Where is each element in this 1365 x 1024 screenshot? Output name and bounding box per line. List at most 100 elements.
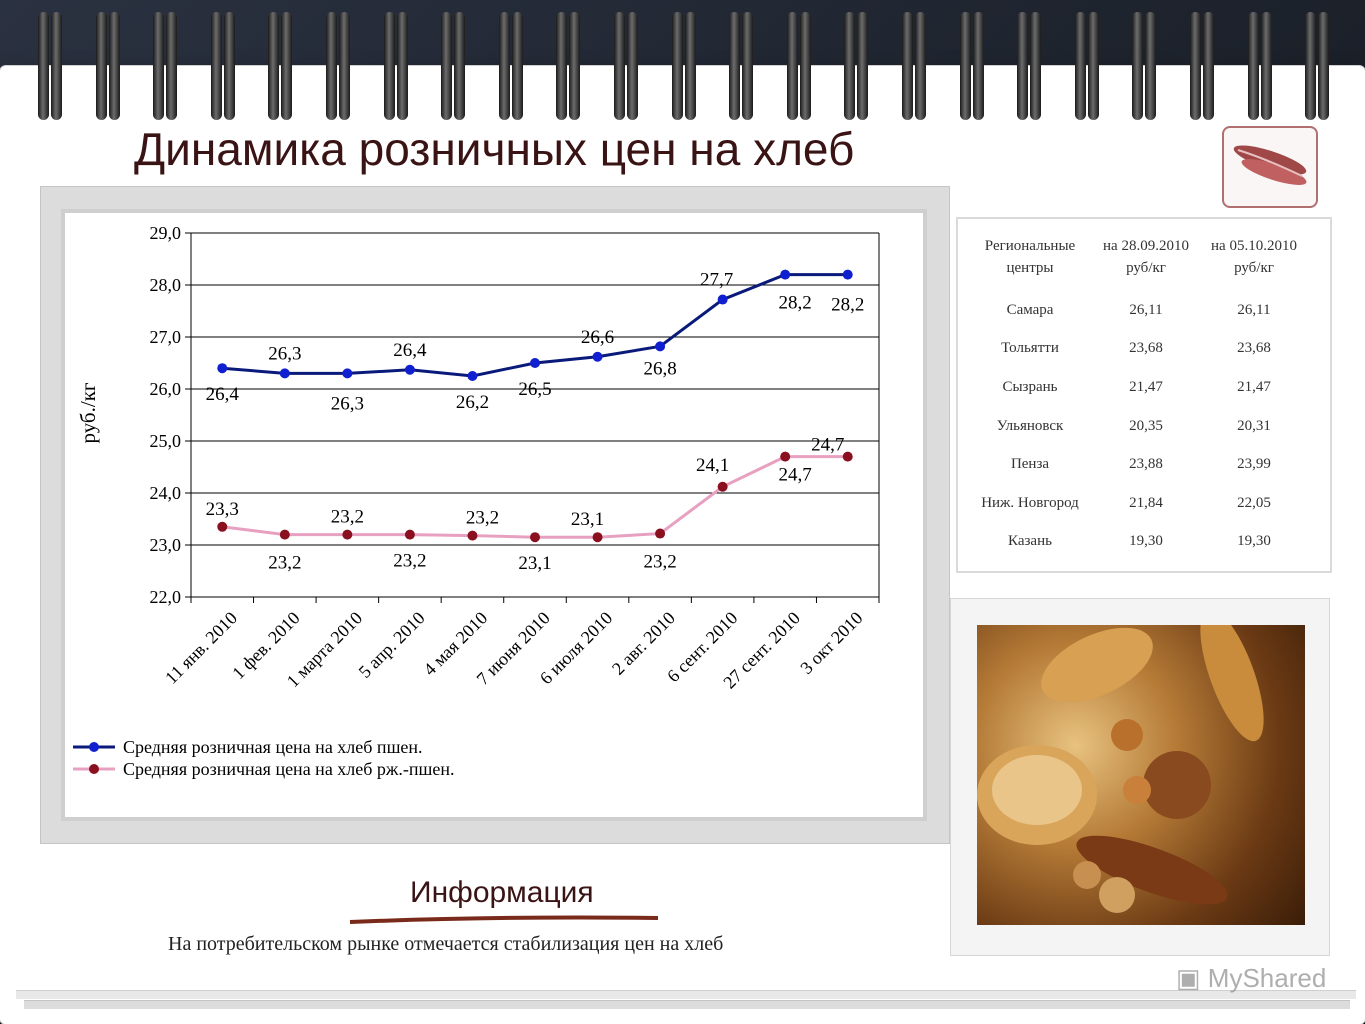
data-point [592,532,603,543]
data-point [592,351,603,362]
region-name: Пенза [1010,456,1050,473]
y-tick-label: 22,0 [150,587,182,607]
binder-ring [556,12,581,122]
binder-ring [498,12,523,122]
table-row: Ниж. Новгород 21,84 22,05 [968,484,1308,523]
price-cell: 22,05 [1237,494,1271,511]
region-name: Ниж. Новгород [981,494,1079,511]
legend-entry: Средняя розничная цена на хлеб пшен. [123,737,423,757]
data-label: 26,8 [643,358,676,379]
table-row: Казань 19,30 19,30 [968,523,1308,562]
data-point [404,529,415,540]
binder-ring [95,12,120,122]
legend-entry: Средняя розничная цена на хлеб рж.-пшен. [123,759,454,779]
table-row: Ульяновск 20,35 20,31 [968,407,1308,446]
price-cell: 23,88 [1129,456,1163,473]
price-cell: 20,35 [1129,417,1163,434]
y-tick-label: 27,0 [150,327,182,347]
data-label: 26,4 [393,340,427,361]
data-point [404,364,415,375]
watermark-text: MyShared [1207,963,1327,993]
x-tick-label: 3 окт 2010 [796,608,866,678]
data-point [342,529,353,540]
data-point [530,358,540,368]
chart-frame: 22,0 23,0 24,0 25,0 26,0 27,0 28,0 29,0 11 янв. … [40,186,950,844]
region-name: Ульяновск [996,417,1064,434]
header-date-2: на 05.10.2010 руб/кг [1211,238,1297,276]
series-line [222,455,848,539]
table-row: Пенза 23,88 23,99 [968,445,1308,484]
x-tick-label: 5 апр. 2010 [355,608,429,682]
binder-ring [786,12,811,122]
data-label: 23,3 [206,499,239,520]
data-label: 26,5 [518,379,551,400]
data-point [467,530,478,541]
region-name: Сызрань [1002,378,1058,395]
data-point [467,371,478,381]
data-point [842,451,853,462]
y-tick-label: 29,0 [150,223,182,243]
y-tick-label: 25,0 [150,431,182,451]
line-chart: 22,0 23,0 24,0 25,0 26,0 27,0 28,0 29,0 11 янв. … [73,223,880,779]
data-label: 23,1 [518,553,551,574]
data-point [717,294,728,305]
info-underline [348,912,660,924]
data-point [279,368,290,379]
price-cell: 19,30 [1129,533,1163,550]
binder-ring [38,12,62,122]
data-label: 28,2 [779,293,812,314]
data-label: 23,1 [571,509,604,530]
binder-ring [671,12,696,122]
data-label: 23,2 [268,553,301,574]
binder-ring [1305,12,1330,122]
header-date-1: на 28.09.2010 руб/кг [1103,238,1189,276]
price-cell: 23,99 [1237,456,1271,473]
data-label: 24,1 [696,455,729,476]
data-label: 26,6 [581,327,614,348]
bread-photo [977,625,1305,925]
table-row: Сызрань 21,47 21,47 [968,368,1308,407]
data-point [217,363,228,374]
data-point [279,529,290,540]
data-point [842,269,853,280]
bread-logo-icon [1222,126,1318,208]
watermark: ▣ MyShared [1176,963,1326,994]
data-label: 26,2 [456,392,489,413]
binder-ring [959,12,984,122]
binder-ring [1132,12,1157,122]
region-name: Казань [1008,533,1052,550]
x-tick-label: 11 янв. 2010 [161,608,241,688]
data-label: 23,2 [643,552,676,573]
table-row: Самара 26,11 26,11 [968,291,1308,330]
binder-ring [210,12,235,122]
page-edge [24,1000,1350,1009]
table-header-row: Региональные центры на 28.09.2010 руб/кг… [968,223,1308,291]
binder-ring [1190,12,1214,122]
data-point [530,532,540,543]
chart-area: 22,0 23,0 24,0 25,0 26,0 27,0 28,0 29,0 11 янв. … [61,209,927,821]
info-heading: Информация [410,876,594,909]
data-point [780,269,791,280]
binder-ring [729,12,754,122]
data-label: 26,3 [268,343,301,364]
binder-ring [441,12,466,122]
y-tick-label: 26,0 [150,379,182,399]
y-tick-label: 23,0 [150,535,182,555]
price-cell: 26,11 [1129,301,1163,318]
data-label: 24,7 [779,465,812,486]
data-label: 27,7 [700,270,733,291]
data-label: 26,4 [206,384,240,405]
binder-ring [1074,12,1099,122]
data-label: 28,2 [831,295,864,316]
data-label: 24,7 [811,435,844,456]
spiral-rings [0,0,1365,128]
regional-price-table: Региональные центры на 28.09.2010 руб/кг… [956,217,1332,573]
binder-ring [844,12,869,122]
data-label: 26,3 [331,393,364,414]
data-label: 23,2 [466,508,499,529]
data-point [780,451,791,462]
info-text: На потребительском рынке отмечается стаб… [168,933,724,955]
legend-marker [89,764,99,774]
binder-ring [326,12,350,122]
table-row: Тольятти 23,68 23,68 [968,330,1308,369]
